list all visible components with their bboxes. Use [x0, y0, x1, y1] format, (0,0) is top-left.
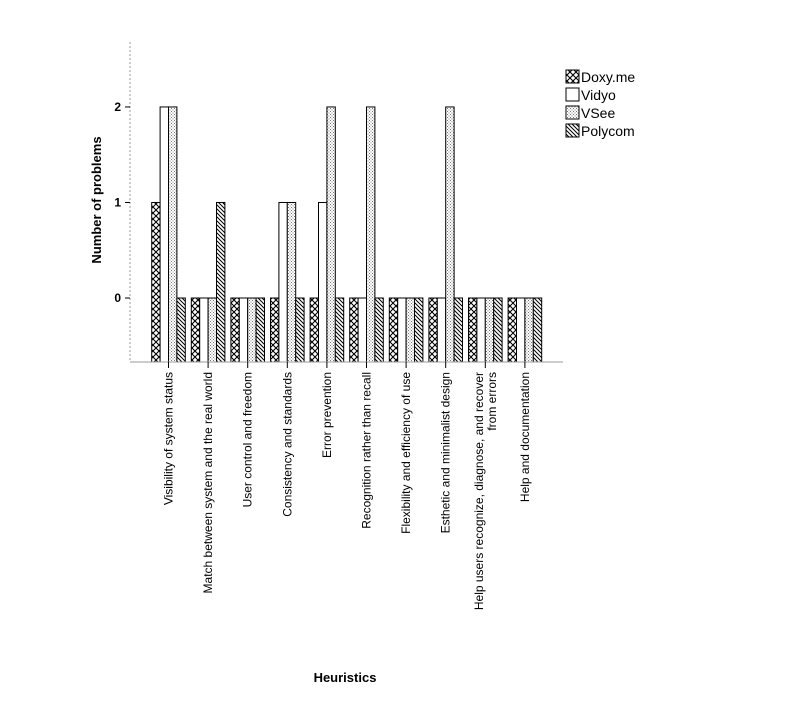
bar-polycom-7 — [453, 297, 464, 363]
bar-vidyo-4 — [318, 201, 328, 363]
bar-polycom-6 — [414, 297, 424, 363]
bar-doxyme-9 — [507, 297, 518, 363]
bar-vidyo-5 — [357, 297, 368, 363]
bar-vsee-6 — [405, 297, 416, 363]
bar-polycom-9 — [532, 297, 543, 363]
bar-polycom-8 — [493, 297, 503, 363]
x-tick-label: Help and documentation — [518, 372, 532, 502]
bar-vsee-5 — [366, 106, 376, 363]
bar-vsee-8 — [484, 297, 495, 363]
legend-label: Doxy.me — [581, 69, 635, 85]
y-tick-label: 0 — [114, 291, 121, 305]
legend-label: Vidyo — [581, 87, 616, 103]
bar-vidyo-7 — [436, 297, 447, 363]
bar-vidyo-1 — [199, 297, 209, 363]
bar-vsee-7 — [445, 106, 455, 363]
bar-doxyme-4 — [309, 297, 320, 363]
x-tick-label: from errors — [485, 372, 499, 431]
bar-doxyme-1 — [190, 297, 201, 363]
x-tick-label: User control and freedom — [241, 372, 255, 507]
x-tick-label: Visibility of system status — [162, 372, 176, 505]
bar-polycom-2 — [255, 297, 266, 363]
x-tick-label: Match between system and the real world — [201, 372, 215, 593]
bar-vidyo-9 — [516, 297, 526, 363]
bar-polycom-4 — [334, 297, 345, 363]
x-tick-label: Flexibility and efficiency of use — [399, 372, 413, 534]
legend-swatch — [565, 123, 580, 138]
bar-vsee-0 — [168, 106, 178, 363]
bar-doxyme-2 — [230, 297, 240, 363]
legend-label: Polycom — [581, 123, 635, 139]
legend-label: VSee — [581, 105, 615, 121]
y-axis-title: Number of problems — [89, 136, 104, 263]
legend-swatch — [565, 69, 580, 84]
bar-vidyo-8 — [476, 297, 486, 363]
x-tick-label: Error prevention — [320, 372, 334, 458]
bar-vidyo-6 — [397, 297, 407, 363]
bar-vidyo-3 — [278, 201, 288, 363]
bar-vidyo-0 — [159, 106, 170, 363]
legend-swatch — [565, 105, 580, 120]
bar-vsee-1 — [207, 297, 218, 363]
bar-polycom-3 — [295, 297, 305, 363]
bar-doxyme-3 — [270, 297, 280, 363]
bar-polycom-1 — [216, 201, 226, 363]
x-axis-title: Heuristics — [314, 670, 377, 685]
legend-swatch — [565, 87, 580, 102]
y-tick-label: 1 — [114, 195, 121, 209]
bar-vsee-3 — [286, 201, 297, 363]
bar-polycom-5 — [374, 297, 384, 363]
y-tick-label: 2 — [114, 100, 121, 114]
x-tick-label: Recognition rather than recall — [360, 372, 374, 529]
bar-vsee-9 — [524, 297, 534, 363]
bar-doxyme-8 — [468, 297, 478, 363]
bar-doxyme-7 — [428, 297, 438, 363]
x-tick-label: Consistency and standards — [280, 372, 294, 517]
bar-vidyo-2 — [238, 297, 249, 363]
bar-vsee-2 — [247, 297, 257, 363]
x-tick-label: Esthetic and minimalist design — [439, 372, 453, 533]
bar-doxyme-6 — [388, 297, 399, 363]
bar-doxyme-0 — [151, 201, 161, 363]
legend: Doxy.me Vidyo VSee Polycom — [565, 69, 635, 139]
bar-vsee-4 — [326, 106, 336, 363]
bar-doxyme-5 — [349, 297, 359, 363]
x-tick-label: Help users recognize, diagnose, and reco… — [472, 372, 486, 610]
bar-polycom-0 — [176, 297, 186, 363]
